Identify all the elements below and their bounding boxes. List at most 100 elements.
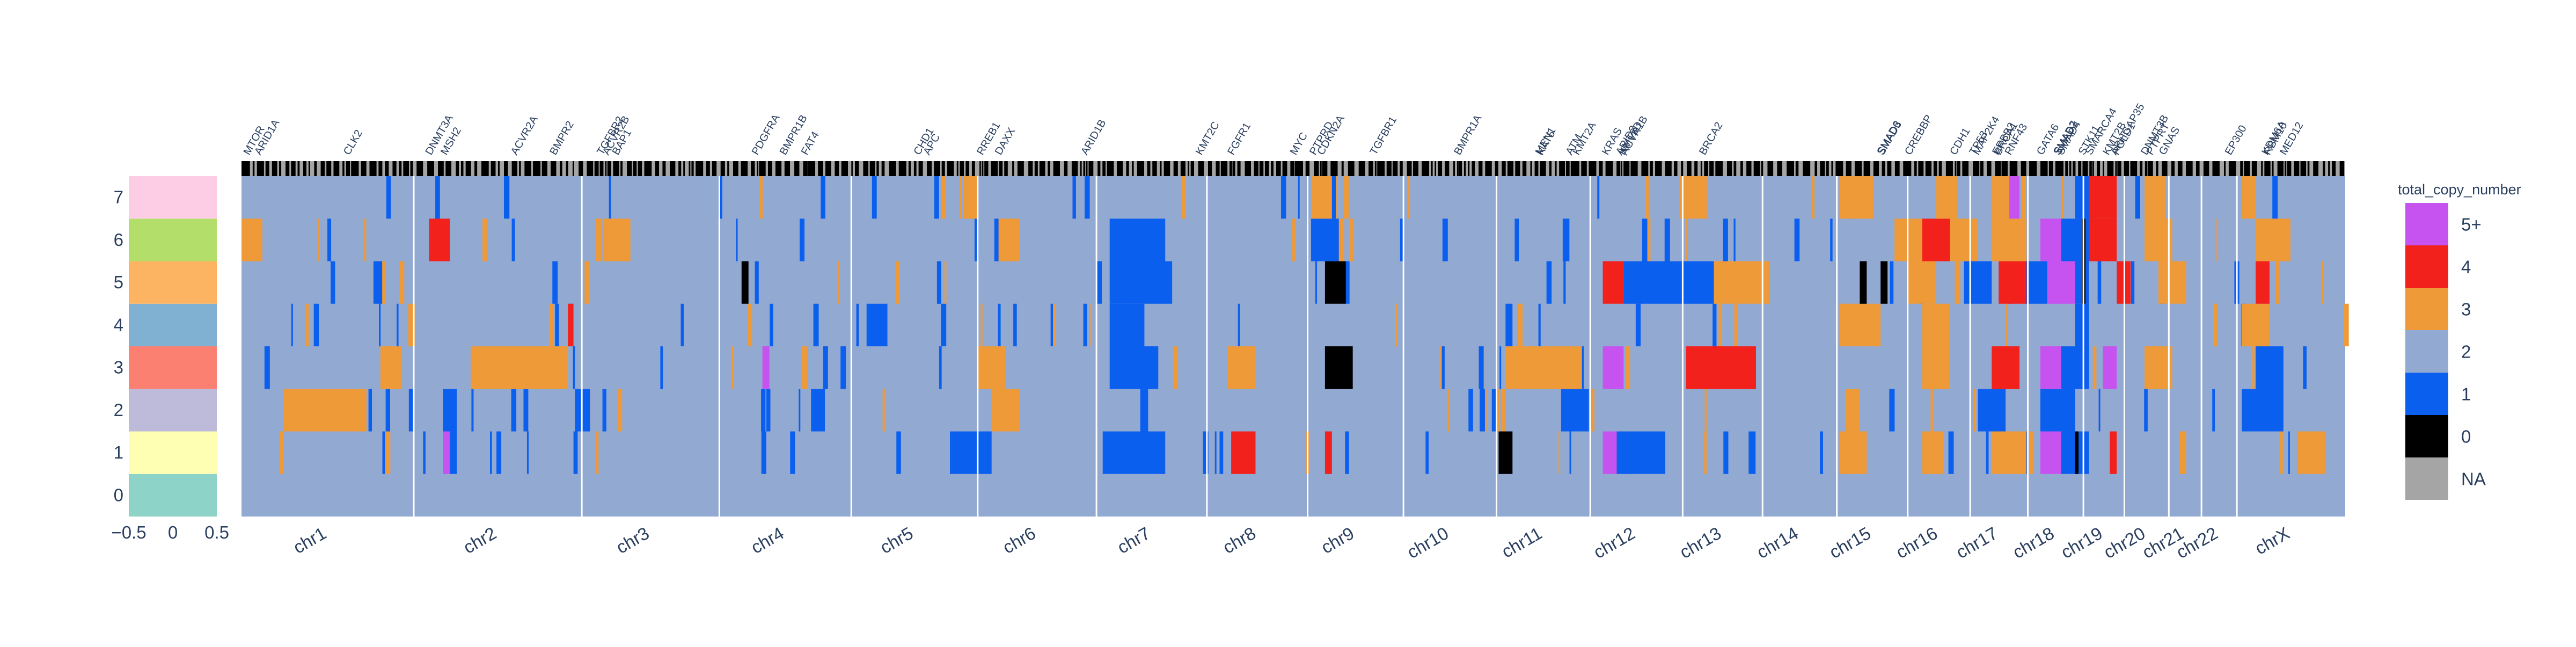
heatmap-stripe xyxy=(555,303,559,346)
heatmap-stripe xyxy=(1973,389,1977,432)
heatmap-stripe xyxy=(1238,303,1240,346)
track-gene-mark xyxy=(638,161,642,176)
heatmap-stripe xyxy=(2344,303,2349,346)
sample-row-label: 0 xyxy=(114,485,123,505)
track-mark-kmt2d xyxy=(1623,161,1626,176)
heatmap-stripe xyxy=(2097,261,2102,304)
heatmap-stripe xyxy=(939,346,942,389)
track-gene-mark xyxy=(881,161,885,176)
track-gene-mark xyxy=(2107,161,2114,176)
heatmap-stripe xyxy=(378,261,383,304)
track-gene-mark xyxy=(1160,161,1162,176)
track-gene-mark xyxy=(2212,161,2220,176)
track-gene-mark xyxy=(1392,161,1398,176)
heatmap-stripe xyxy=(1085,176,1090,219)
heatmap-stripe xyxy=(1591,389,1594,432)
chromosome-label-chr6: chr6 xyxy=(999,523,1039,557)
track-gene-mark xyxy=(2055,161,2059,176)
heatmap-stripe xyxy=(2321,261,2324,304)
heatmap-stripe xyxy=(2131,261,2135,304)
chromosome-label-chr2: chr2 xyxy=(460,523,500,557)
track-gene-mark xyxy=(1276,161,1281,176)
heatmap-segment-cn-3 xyxy=(1839,303,1881,346)
heatmap-segment-cn-1 xyxy=(1623,261,1714,304)
chromosome-label-chr13: chr13 xyxy=(1676,523,1724,562)
track-gene-mark xyxy=(2097,161,2101,176)
track-gene-mark xyxy=(566,161,568,176)
sample-colorbar xyxy=(129,176,217,517)
heatmap-stripe xyxy=(896,431,901,474)
track-gene-mark xyxy=(1048,161,1050,176)
track-gene-mark xyxy=(410,161,413,176)
heatmap-segment-cn-3 xyxy=(2144,176,2165,219)
heatmap-segment-cn-5plus xyxy=(2040,431,2061,474)
track-gene-mark xyxy=(1237,161,1241,176)
track-gene-mark xyxy=(751,161,755,176)
track-gene-mark xyxy=(733,161,738,176)
track-gene-mark xyxy=(1208,161,1212,176)
heatmap-segment-cn-3 xyxy=(241,219,262,261)
track-mark-crebbp xyxy=(1909,161,1912,176)
sample-row-labels: 0 1 2 3 4 5 6 7 xyxy=(114,187,123,505)
heatmap-stripe xyxy=(731,346,734,389)
track-gene-mark xyxy=(683,161,685,176)
heatmap-segment-cn-4 xyxy=(1992,346,2020,389)
track-gene-mark xyxy=(2082,161,2088,176)
heatmap-stripe xyxy=(1408,176,1410,219)
heatmap-stripe xyxy=(1558,431,1561,474)
track-gene-mark xyxy=(491,161,496,176)
heatmap-stripe xyxy=(1626,346,1630,389)
track-gene-mark xyxy=(1173,161,1178,176)
track-gene-mark xyxy=(1004,161,1008,176)
track-mark-smarca4 xyxy=(2090,161,2092,176)
track-gene-mark xyxy=(1746,161,1752,176)
heatmap-stripe xyxy=(1140,389,1145,432)
heatmap-stripe xyxy=(1095,261,1101,304)
track-gene-mark xyxy=(1733,161,1737,176)
track-mark-kat5 xyxy=(1541,161,1543,176)
heatmap-stripe xyxy=(1345,431,1349,474)
heatmap-stripe xyxy=(379,303,381,346)
heatmap-stripe xyxy=(998,303,1001,346)
heatmap-stripe xyxy=(1483,389,1487,432)
track-gene-mark xyxy=(2021,161,2026,176)
track-gene-mark xyxy=(385,161,389,176)
track-gene-mark xyxy=(1290,161,1295,176)
track-gene-mark xyxy=(1534,161,1539,176)
track-gene-mark xyxy=(1028,161,1033,176)
heatmap-stripe xyxy=(382,261,385,304)
track-mark-kdm6a xyxy=(2266,161,2268,176)
heatmap-stripe xyxy=(1685,219,1687,261)
track-gene-mark xyxy=(1358,161,1365,176)
gene-label-crebbp: CREBBP xyxy=(1902,113,1935,157)
heatmap-stripe xyxy=(1723,219,1728,261)
track-gene-mark xyxy=(1777,161,1783,176)
track-gene-mark xyxy=(727,161,729,176)
sample-row-label: 6 xyxy=(114,230,123,250)
track-gene-mark xyxy=(2029,161,2037,176)
heatmap-stripe xyxy=(1349,219,1354,261)
track-gene-mark xyxy=(696,161,704,176)
heatmap-stripe xyxy=(1330,176,1336,219)
track-mark-acvr1b xyxy=(1626,161,1628,176)
heatmap-segment-cn-5plus xyxy=(2040,219,2061,261)
heatmap-segment-cn-1 xyxy=(1109,261,1173,304)
track-gene-mark xyxy=(2277,161,2284,176)
heatmap-segment-cn-1 xyxy=(2026,261,2047,304)
heatmap-segment-cn-1 xyxy=(1109,303,1145,346)
heatmap-stripe xyxy=(382,431,385,474)
heatmap-stripe xyxy=(1538,303,1541,346)
heatmap-stripe xyxy=(385,389,390,432)
track-mark-apc xyxy=(928,161,930,176)
track-gene-mark xyxy=(767,161,772,176)
track-gene-mark xyxy=(519,161,521,176)
track-gene-mark xyxy=(1530,161,1532,176)
track-gene-mark xyxy=(1132,161,1134,176)
track-gene-mark xyxy=(438,161,444,176)
heatmap-stripe xyxy=(1338,219,1344,261)
track-gene-mark xyxy=(392,161,397,176)
colorbar-cell-5 xyxy=(129,261,217,304)
track-gene-mark xyxy=(2203,161,2209,176)
legend-label: 2 xyxy=(2461,342,2471,362)
